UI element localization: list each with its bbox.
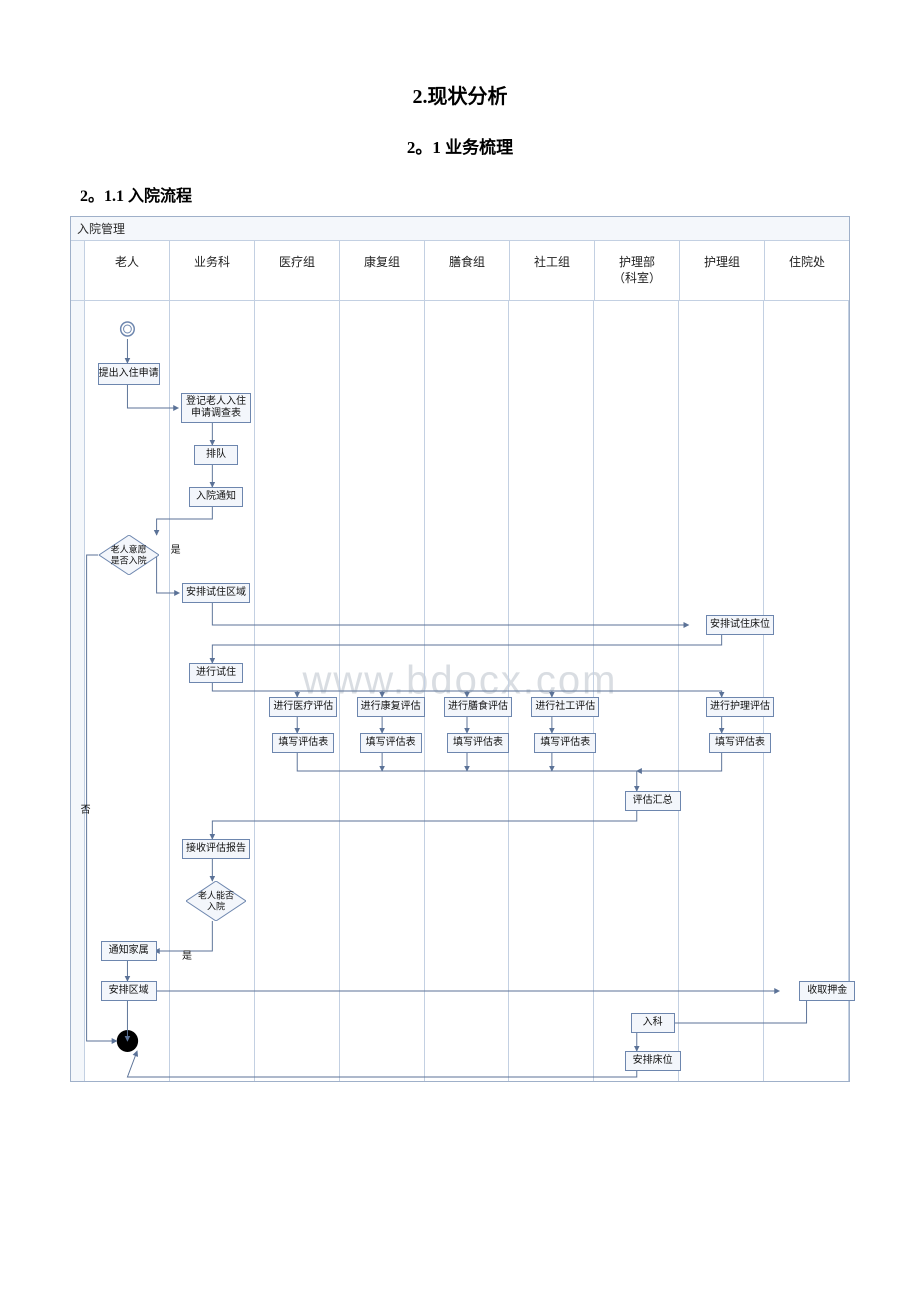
flow-node: 收取押金 — [799, 981, 855, 1001]
flow-decision: 老人能否入院 — [186, 881, 246, 921]
flow-node: 进行康复评估 — [357, 697, 425, 717]
flow-node: 安排区域 — [101, 981, 157, 1001]
flow-node: 进行膳食评估 — [444, 697, 512, 717]
lane-column — [85, 301, 170, 1081]
edge-label: 是 — [171, 541, 181, 556]
lane-column — [509, 301, 594, 1081]
pool-title: 入院管理 — [71, 217, 849, 241]
heading-section: 2。1.1 入院流程 — [80, 182, 860, 206]
body-spacer — [71, 301, 85, 1081]
lane-header: 业务科 — [170, 241, 255, 300]
flow-node: 评估汇总 — [625, 791, 681, 811]
flow-node: 入科 — [631, 1013, 675, 1033]
flow-node: 排队 — [194, 445, 238, 465]
flow-node: 安排试住区域 — [182, 583, 250, 603]
flow-node: 填写评估表 — [360, 733, 422, 753]
heading-sub: 2。1 业务梳理 — [60, 133, 860, 158]
lane-body: www.bdocx.com 提出入住申请登记老人入住申请调查表排队入院通知老人意… — [71, 301, 849, 1081]
flow-node: 安排试住床位 — [706, 615, 774, 635]
lane-header: 膳食组 — [425, 241, 510, 300]
heading-main: 2.现状分析 — [60, 80, 860, 109]
flow-node: 通知家属 — [101, 941, 157, 961]
edge-label: 是 — [182, 947, 192, 962]
lane-header: 社工组 — [510, 241, 595, 300]
flow-node: 登记老人入住申请调查表 — [181, 393, 251, 423]
lane-header: 护理部（科室） — [595, 241, 680, 300]
lane-header: 护理组 — [680, 241, 765, 300]
edge-label: 否 — [81, 801, 91, 816]
lane-header-row: 老人业务科医疗组康复组膳食组社工组护理部（科室）护理组住院处 — [71, 241, 849, 301]
flow-node: 接收评估报告 — [182, 839, 250, 859]
flow-node: 进行试住 — [189, 663, 243, 683]
lane-header: 医疗组 — [255, 241, 340, 300]
flow-node: 填写评估表 — [709, 733, 771, 753]
flow-node: 入院通知 — [189, 487, 243, 507]
flow-node: 填写评估表 — [272, 733, 334, 753]
flow-node: 填写评估表 — [447, 733, 509, 753]
flow-node: 填写评估表 — [534, 733, 596, 753]
lane-column — [255, 301, 340, 1081]
swimlane-diagram: 入院管理 老人业务科医疗组康复组膳食组社工组护理部（科室）护理组住院处 www.… — [70, 216, 850, 1082]
lane-column — [425, 301, 510, 1081]
flow-node: 提出入住申请 — [98, 363, 160, 385]
lane-header: 康复组 — [340, 241, 425, 300]
flow-node: 进行医疗评估 — [269, 697, 337, 717]
flow-decision: 老人意愿是否入院 — [99, 535, 159, 575]
flow-node: 进行护理评估 — [706, 697, 774, 717]
lane-column — [679, 301, 764, 1081]
flow-node: 安排床位 — [625, 1051, 681, 1071]
flow-node: 进行社工评估 — [531, 697, 599, 717]
lane-header: 老人 — [85, 241, 170, 300]
header-spacer — [71, 241, 85, 300]
lane-column — [764, 301, 849, 1081]
lane-column — [594, 301, 679, 1081]
lane-column — [340, 301, 425, 1081]
lane-header: 住院处 — [765, 241, 849, 300]
